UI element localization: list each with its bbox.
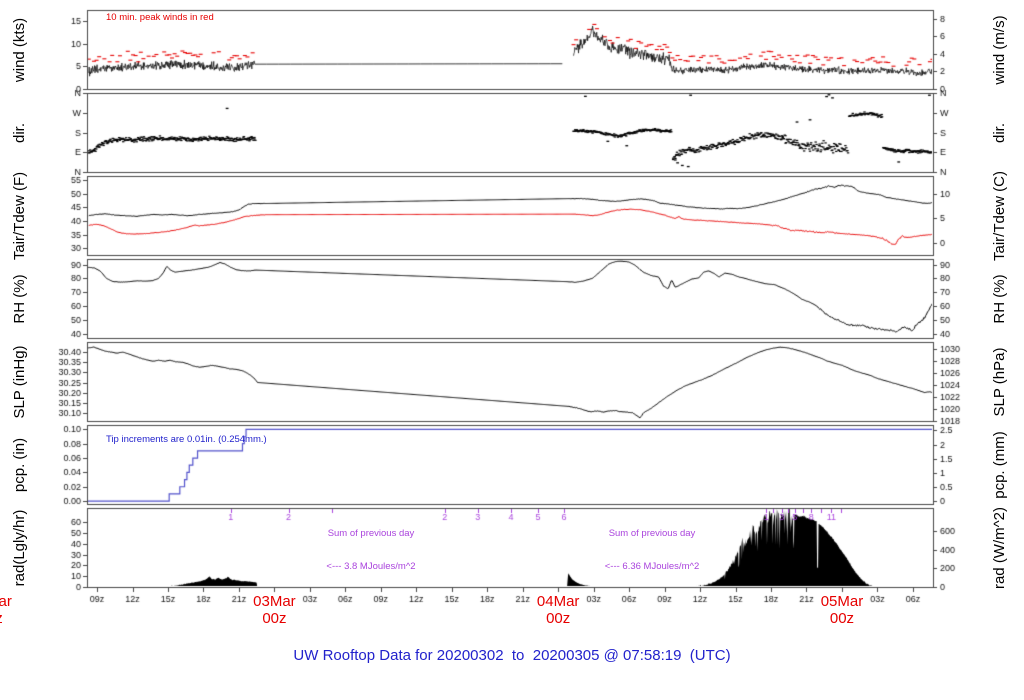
axis-title-right-rad: rad (W/m^2): [991, 506, 1008, 589]
sum1-line1: Sum of previous day: [327, 528, 415, 539]
date-label-02mar: 02Mar00z: [0, 593, 31, 627]
date-label-day: 04Mar: [536, 593, 580, 610]
date-label-day: 05Mar: [820, 593, 864, 610]
date-label-hour: 00z: [0, 610, 31, 627]
sum2-line1: Sum of previous day: [608, 528, 696, 539]
date-label-hour: 00z: [262, 610, 287, 627]
sum1-line2: <--- 3.8 MJoules/m^2: [326, 561, 416, 572]
date-label-04mar: 04Mar 00z: [518, 593, 598, 627]
sum2-line2: <--- 6.36 MJoules/m^2: [604, 561, 700, 572]
date-label-03mar: 03Mar 00z: [234, 593, 314, 627]
axis-title-left-rad: rad(Lgly/hr): [11, 509, 28, 586]
sum-previous-day-annotation-2: Sum of previous day <--- 6.36 MJoules/m^…: [598, 506, 706, 594]
sum-previous-day-annotation-1: Sum of previous day <--- 3.8 MJoules/m^2: [318, 506, 424, 594]
date-label-05mar: 05Mar 00z: [802, 593, 882, 627]
date-label-hour: 00z: [829, 610, 855, 627]
tip-increment-annotation: Tip increments are 0.01in. (0.254mm.): [106, 434, 267, 445]
date-label-hour: 00z: [546, 610, 571, 627]
date-label-day: 03Mar: [253, 593, 296, 610]
date-label-day: 02Mar: [0, 593, 12, 610]
plot-title: UW Rooftop Data for 20200302 to 20200305…: [293, 647, 731, 664]
wind-peak-annotation: 10 min. peak winds in red: [106, 12, 214, 23]
